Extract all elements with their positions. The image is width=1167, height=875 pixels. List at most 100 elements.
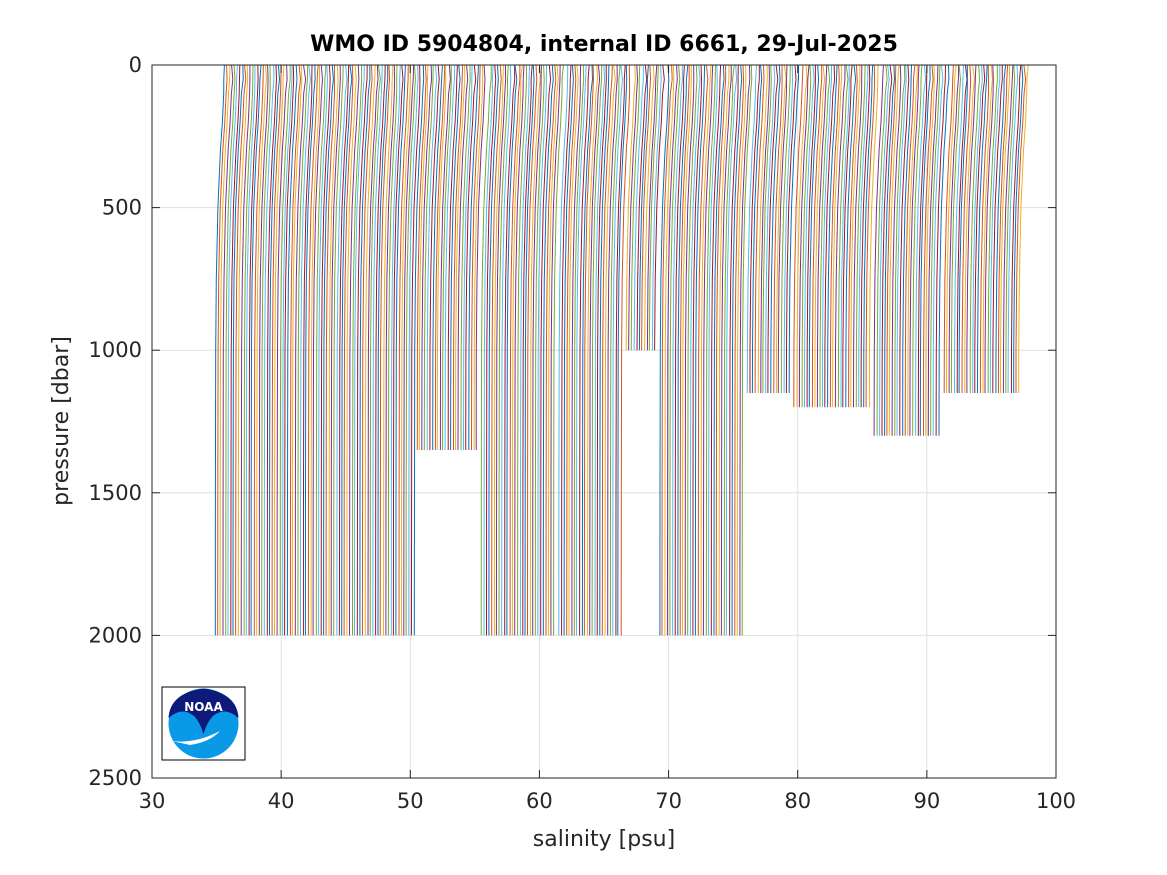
profile-line: [599, 64, 610, 636]
profile-line: [333, 64, 344, 636]
profile-line: [222, 64, 234, 636]
profile-line: [375, 64, 386, 636]
profile-line: [529, 64, 542, 636]
profile-line: [860, 64, 871, 408]
profile-line: [641, 64, 652, 351]
profile-line: [1013, 64, 1024, 393]
profile-line: [821, 65, 832, 408]
profile-line: [692, 64, 703, 636]
x-tick-label: 30: [139, 789, 166, 813]
profile-line: [834, 64, 846, 408]
profile-line: [276, 64, 288, 636]
profile-line: [304, 64, 316, 636]
profile-line: [501, 64, 512, 636]
profile-line: [837, 64, 849, 408]
profile-line: [950, 64, 962, 394]
profile-line: [473, 64, 484, 451]
profile-line: [488, 64, 499, 636]
profile-line: [932, 64, 944, 436]
profile-line: [615, 64, 626, 636]
profile-line: [537, 64, 547, 636]
profile-line: [749, 65, 760, 393]
profile-line: [899, 64, 910, 436]
profile-line: [1002, 64, 1014, 394]
profile-line: [654, 64, 665, 351]
profile-line: [367, 64, 379, 636]
profile-line: [620, 64, 631, 636]
y-tick-label: 1500: [89, 481, 142, 505]
y-tick-label: 2000: [89, 623, 142, 647]
profile-line: [777, 64, 788, 394]
profile-line: [919, 64, 931, 436]
profile-line: [725, 64, 738, 636]
profile-line: [754, 64, 765, 394]
profile-line: [447, 64, 458, 451]
profile-line: [713, 64, 725, 636]
x-tick-label: 100: [1036, 789, 1076, 813]
profile-line: [542, 64, 554, 636]
profile-line: [225, 64, 236, 636]
x-tick-label: 90: [913, 789, 940, 813]
profile-line: [816, 64, 828, 408]
profile-line: [702, 64, 714, 636]
profile-line: [596, 64, 607, 636]
profile-line: [925, 64, 935, 436]
profile-line: [279, 64, 291, 636]
profile-line: [669, 64, 681, 636]
profile-line: [256, 64, 268, 636]
profile-line: [269, 64, 281, 636]
profile-line: [403, 64, 415, 636]
profile-line: [661, 64, 673, 636]
profile-line: [1007, 64, 1019, 394]
profile-line: [894, 64, 906, 436]
profile-line: [840, 64, 850, 408]
profile-line: [956, 64, 968, 394]
profile-line: [917, 64, 928, 436]
profile-line: [997, 64, 1009, 394]
profile-line: [349, 64, 360, 636]
profile-line: [495, 64, 507, 636]
profile-line: [1000, 64, 1011, 394]
profile-line: [338, 64, 350, 636]
profile-line: [989, 65, 1001, 394]
x-tick-label: 60: [526, 789, 553, 813]
profile-line: [392, 64, 404, 636]
profile-line: [1010, 64, 1022, 394]
profile-line: [811, 64, 823, 408]
profile-line: [230, 64, 241, 636]
profile-line: [346, 64, 357, 636]
profile-line: [410, 64, 421, 636]
svg-text:NOAA: NOAA: [184, 700, 223, 714]
profile-line: [245, 64, 256, 636]
x-tick-label: 70: [655, 789, 682, 813]
profile-line: [302, 64, 313, 636]
profile-line: [282, 64, 293, 636]
profile-line: [958, 64, 968, 394]
profile-line: [354, 64, 365, 636]
profile-line: [954, 64, 964, 394]
profile-line: [946, 64, 957, 394]
profile-line: [943, 64, 954, 394]
profile-line: [591, 64, 603, 636]
profile-line: [731, 64, 743, 636]
profile-line: [935, 64, 946, 436]
profile-line: [261, 64, 271, 636]
profile-line: [909, 64, 920, 436]
profile-line: [757, 64, 768, 394]
profile-line: [506, 64, 518, 636]
profile-line: [930, 64, 941, 436]
profile-line: [785, 64, 797, 394]
profile-line: [291, 64, 303, 636]
profile-line: [801, 64, 812, 408]
profile-line: [289, 64, 302, 636]
profile-line: [648, 64, 659, 351]
profile-line: [377, 65, 389, 636]
profile-line: [804, 64, 815, 408]
x-tick-label: 40: [268, 789, 295, 813]
y-tick-label: 500: [102, 196, 142, 220]
profile-line: [700, 64, 712, 636]
profile-line: [798, 64, 810, 408]
profile-line: [453, 64, 463, 451]
profile-line: [274, 64, 285, 636]
profile-line: [736, 64, 747, 636]
